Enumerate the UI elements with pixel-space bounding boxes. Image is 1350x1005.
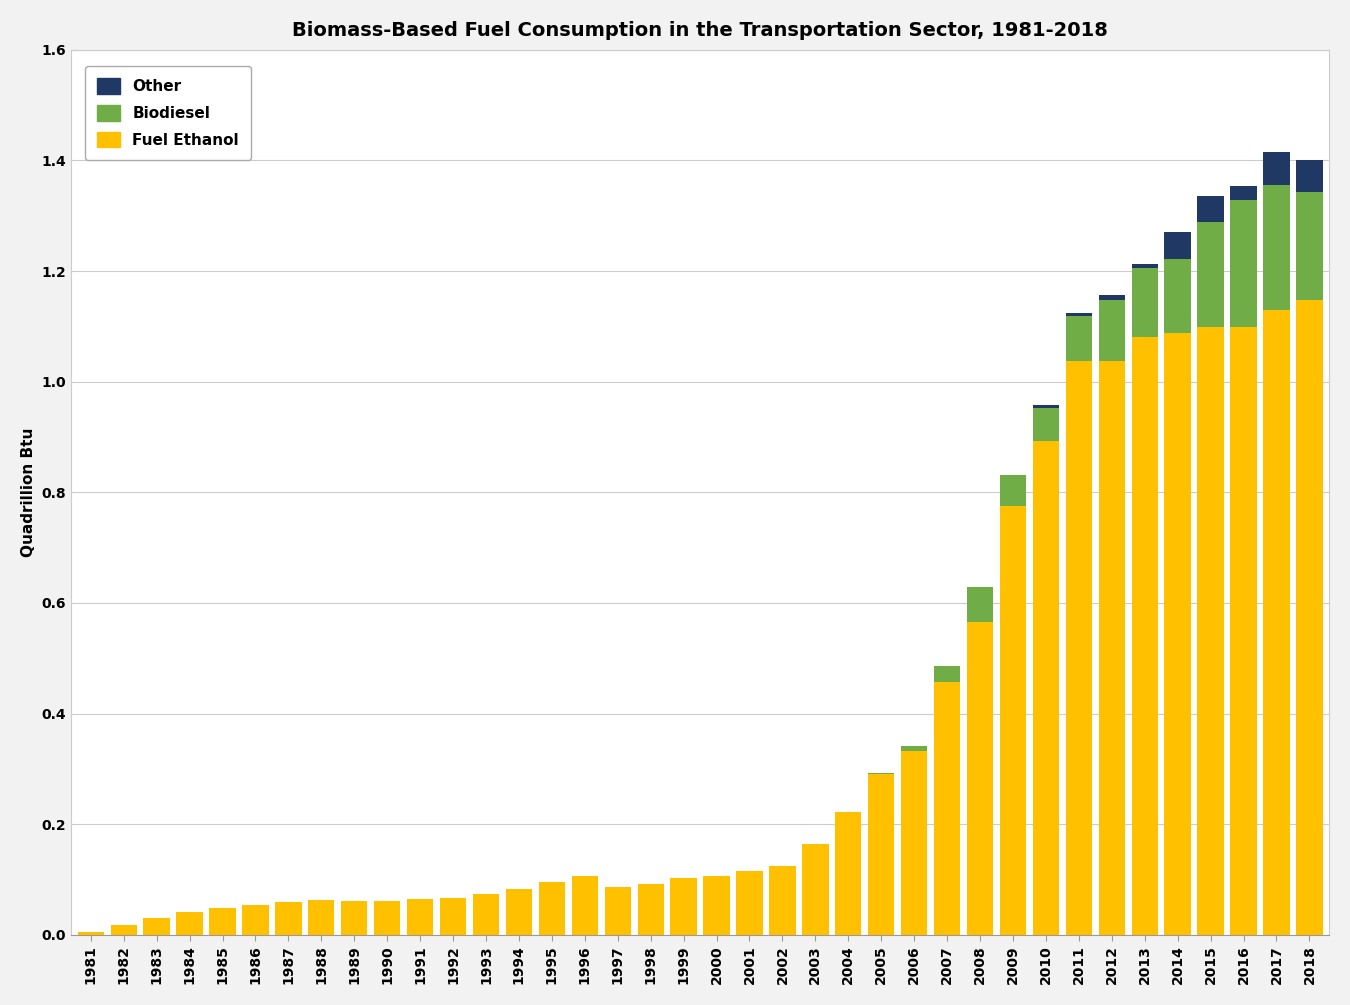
Bar [1065, 313, 1092, 317]
Bar [967, 622, 994, 935]
Bar [1197, 196, 1223, 222]
Bar [1099, 295, 1125, 299]
Bar [1033, 441, 1060, 935]
Bar [143, 919, 170, 935]
Bar [1000, 507, 1026, 935]
Bar [275, 901, 301, 935]
Bar [736, 871, 763, 935]
Bar [1230, 200, 1257, 328]
Bar [1000, 474, 1026, 507]
Bar [900, 746, 927, 751]
Bar [1065, 361, 1092, 935]
Bar [571, 875, 598, 935]
Bar [406, 899, 433, 935]
Bar [671, 878, 697, 935]
Bar [1131, 338, 1158, 935]
Bar [1165, 333, 1191, 935]
Bar [1296, 192, 1323, 299]
Bar [111, 925, 136, 935]
Bar [209, 909, 236, 935]
Bar [374, 900, 401, 935]
Bar [1131, 264, 1158, 268]
Bar [802, 843, 829, 935]
Bar [637, 884, 664, 935]
Title: Biomass-Based Fuel Consumption in the Transportation Sector, 1981-2018: Biomass-Based Fuel Consumption in the Tr… [292, 21, 1108, 40]
Bar [539, 881, 566, 935]
Bar [868, 773, 895, 774]
Bar [1197, 222, 1223, 328]
Bar [1264, 185, 1289, 310]
Bar [900, 751, 927, 935]
Bar [1197, 328, 1223, 935]
Bar [605, 887, 630, 935]
Bar [1131, 268, 1158, 338]
Bar [1296, 299, 1323, 935]
Bar [308, 900, 335, 935]
Bar [1033, 405, 1060, 408]
Bar [836, 811, 861, 935]
Y-axis label: Quadrillion Btu: Quadrillion Btu [20, 427, 36, 557]
Bar [769, 865, 795, 935]
Bar [934, 681, 960, 935]
Bar [1065, 317, 1092, 361]
Bar [1099, 361, 1125, 935]
Bar [1264, 152, 1289, 185]
Bar [506, 889, 532, 935]
Bar [440, 898, 466, 935]
Bar [1033, 408, 1060, 441]
Bar [868, 774, 895, 935]
Bar [1165, 232, 1191, 259]
Bar [77, 932, 104, 935]
Bar [1165, 259, 1191, 333]
Bar [1230, 186, 1257, 200]
Bar [1230, 328, 1257, 935]
Bar [703, 875, 730, 935]
Bar [177, 912, 202, 935]
Bar [242, 904, 269, 935]
Bar [934, 666, 960, 681]
Bar [342, 900, 367, 935]
Bar [967, 588, 994, 622]
Bar [1264, 310, 1289, 935]
Bar [1099, 299, 1125, 361]
Bar [1296, 161, 1323, 192]
Bar [472, 893, 499, 935]
Legend: Other, Biodiesel, Fuel Ethanol: Other, Biodiesel, Fuel Ethanol [85, 66, 251, 160]
